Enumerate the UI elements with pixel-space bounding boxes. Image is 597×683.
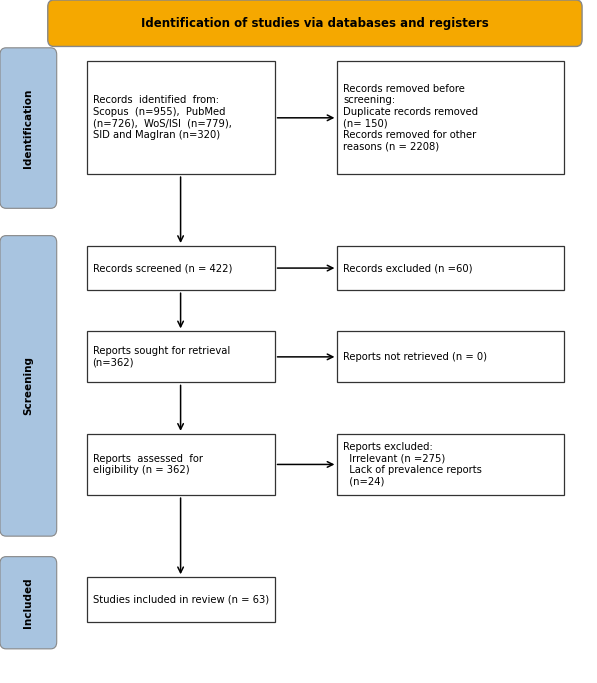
Text: Records screened (n = 422): Records screened (n = 422) — [93, 263, 232, 273]
Text: Included: Included — [23, 577, 33, 628]
FancyBboxPatch shape — [0, 236, 57, 536]
FancyBboxPatch shape — [87, 577, 275, 622]
Text: Reports  assessed  for
eligibility (n = 362): Reports assessed for eligibility (n = 36… — [93, 454, 202, 475]
FancyBboxPatch shape — [0, 557, 57, 649]
FancyBboxPatch shape — [87, 434, 275, 495]
Text: Identification of studies via databases and registers: Identification of studies via databases … — [141, 16, 489, 30]
FancyBboxPatch shape — [48, 0, 582, 46]
Text: Identification: Identification — [23, 88, 33, 168]
Text: Reports excluded:
  Irrelevant (n =275)
  Lack of prevalence reports
  (n=24): Reports excluded: Irrelevant (n =275) La… — [343, 442, 482, 487]
FancyBboxPatch shape — [87, 246, 275, 290]
Text: Reports sought for retrieval
(n=362): Reports sought for retrieval (n=362) — [93, 346, 230, 367]
Text: Studies included in review (n = 63): Studies included in review (n = 63) — [93, 594, 269, 604]
FancyBboxPatch shape — [337, 61, 564, 174]
FancyBboxPatch shape — [87, 61, 275, 174]
FancyBboxPatch shape — [87, 331, 275, 382]
Text: Reports not retrieved (n = 0): Reports not retrieved (n = 0) — [343, 352, 487, 362]
Text: Records  identified  from:
Scopus  (n=955),  PubMed
(n=726),  WoS/ISI  (n=779),
: Records identified from: Scopus (n=955),… — [93, 96, 232, 140]
FancyBboxPatch shape — [337, 331, 564, 382]
Text: Screening: Screening — [23, 357, 33, 415]
FancyBboxPatch shape — [337, 246, 564, 290]
Text: Records removed before
screening:
Duplicate records removed
(n= 150)
Records rem: Records removed before screening: Duplic… — [343, 84, 478, 152]
Text: Records excluded (n =60): Records excluded (n =60) — [343, 263, 473, 273]
FancyBboxPatch shape — [0, 48, 57, 208]
FancyBboxPatch shape — [337, 434, 564, 495]
